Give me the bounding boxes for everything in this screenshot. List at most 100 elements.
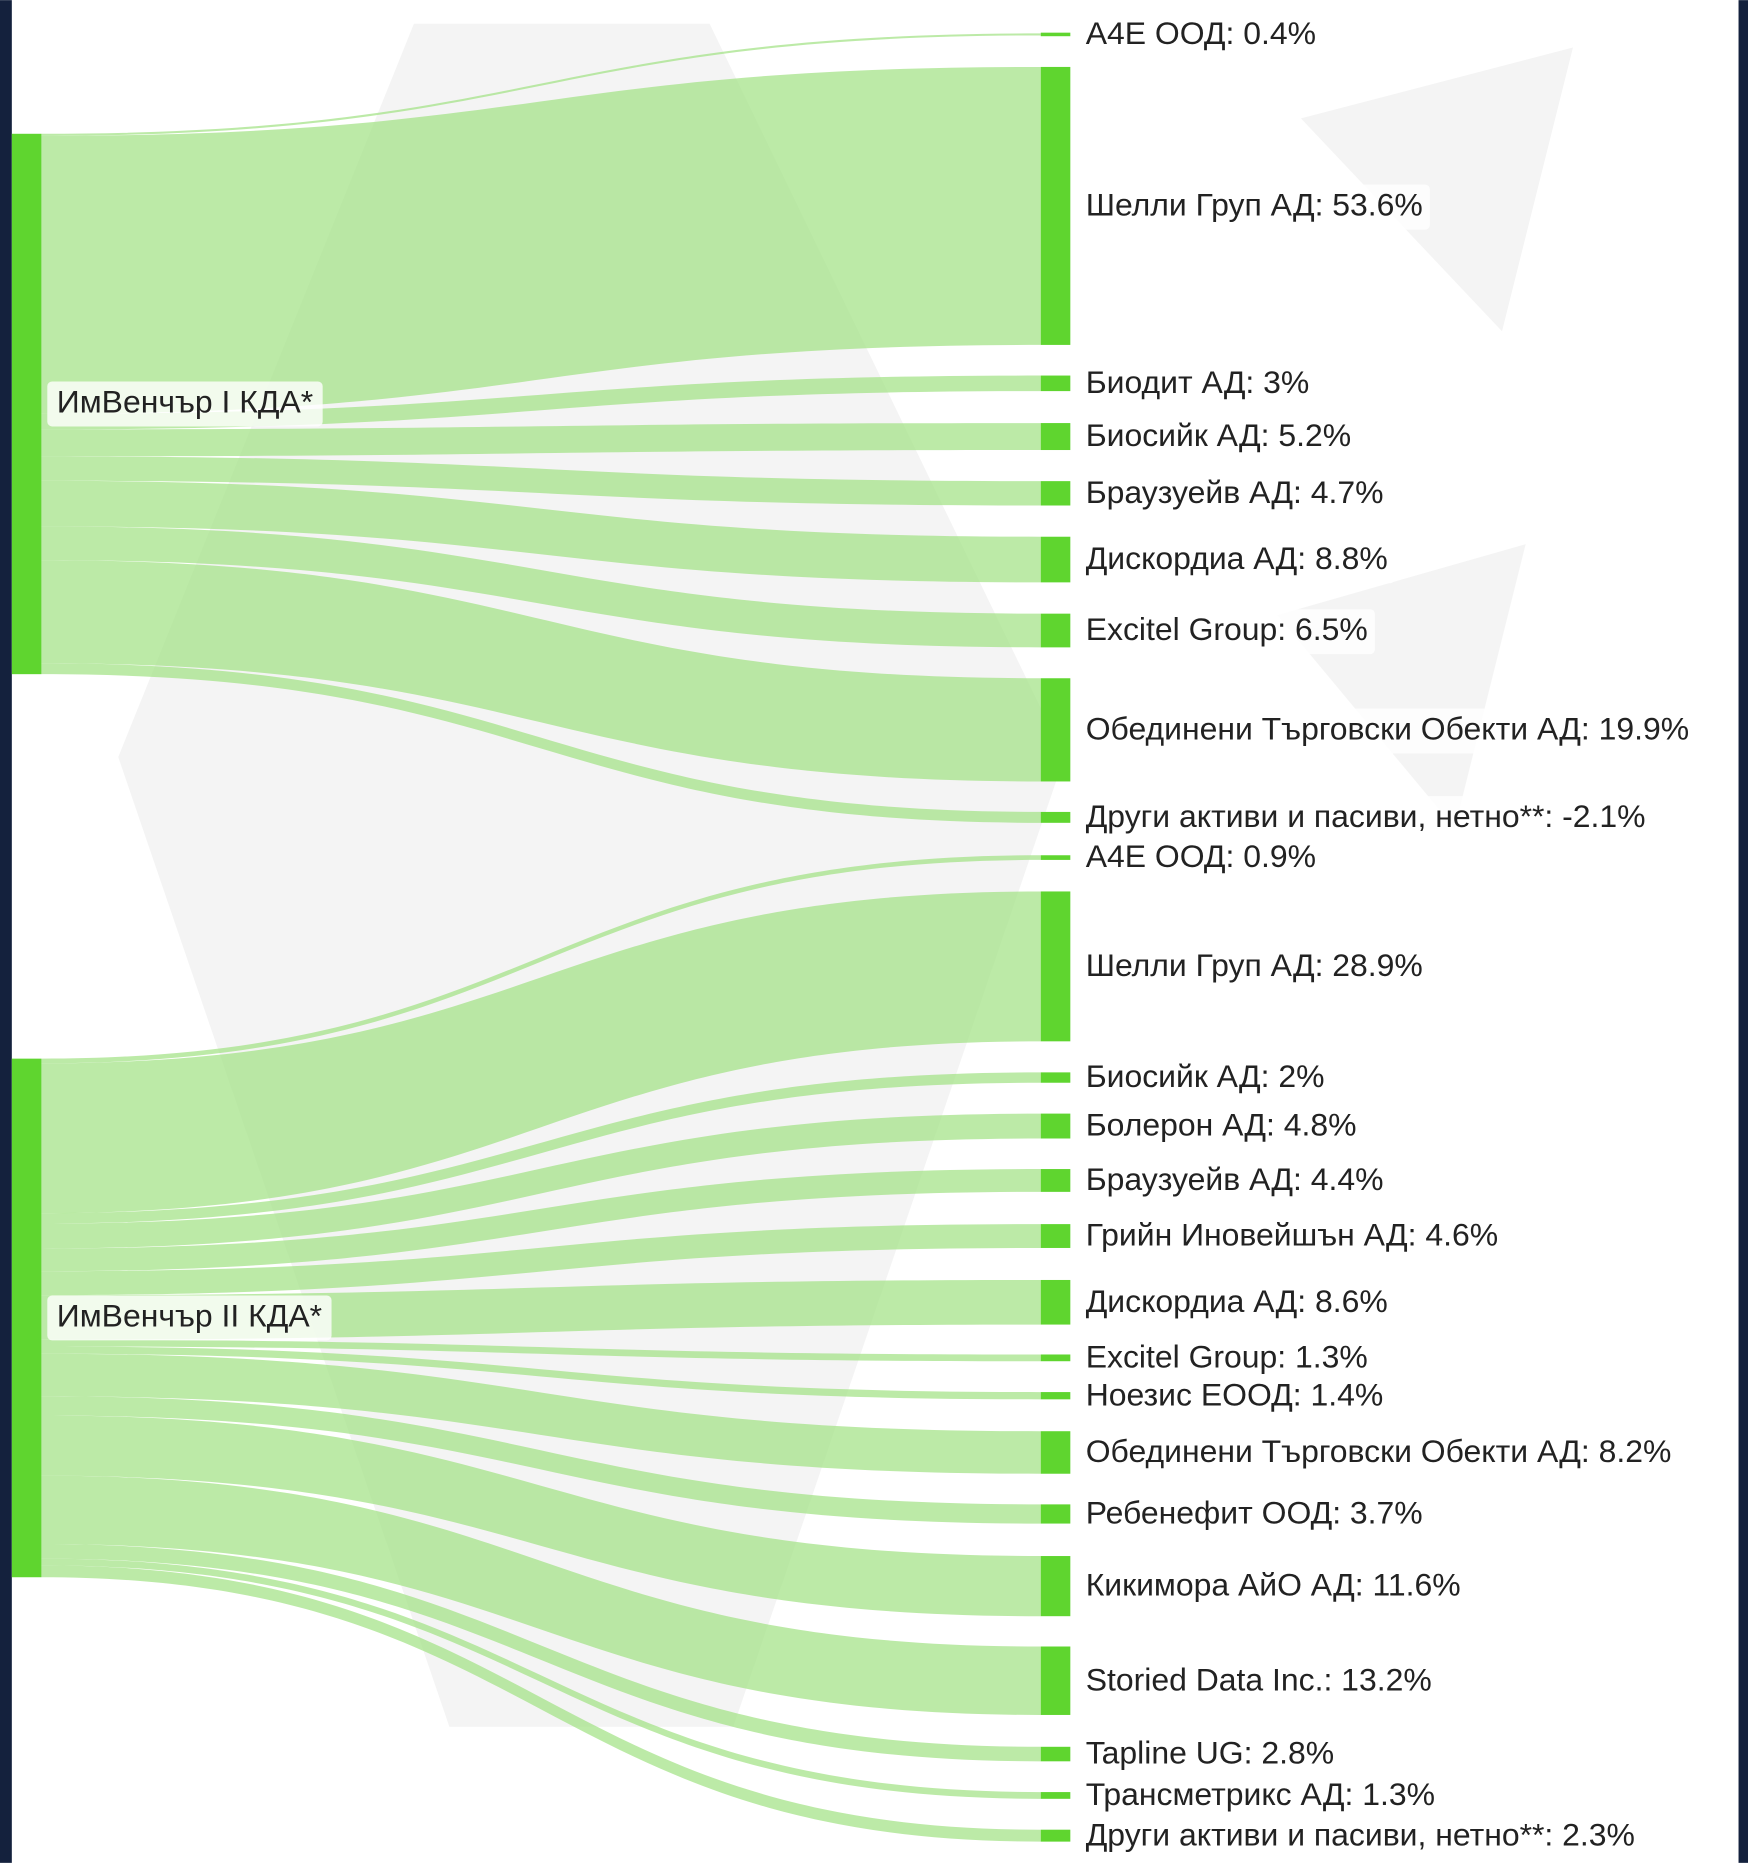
- label-background: [1078, 538, 1395, 584]
- label-background: [1078, 1056, 1332, 1102]
- target-label: Биосийк АД: 5.2%: [1086, 417, 1351, 453]
- target-label: Tapline UG: 2.8%: [1086, 1735, 1334, 1771]
- target-node: [1040, 481, 1071, 506]
- link: [41, 456, 1041, 506]
- target-label: Storied Data Inc.: 13.2%: [1086, 1661, 1432, 1697]
- target-node: [1040, 613, 1071, 648]
- target-label: Дискордиа АД: 8.6%: [1086, 1283, 1388, 1319]
- target-label: Грийн Иновейшън АД: 4.6%: [1086, 1217, 1498, 1253]
- link: [41, 1544, 1041, 1762]
- link: [41, 526, 1041, 648]
- label-background: [1078, 708, 1697, 754]
- link: [41, 1224, 1041, 1296]
- target-node: [1040, 1504, 1071, 1524]
- target-label: Обединени Търговски Обекти АД: 19.9%: [1086, 710, 1689, 746]
- link: [41, 1346, 1041, 1400]
- target-label: Биодит АД: 3%: [1086, 364, 1310, 400]
- link: [41, 1396, 1041, 1524]
- link: [41, 1169, 1041, 1272]
- label-background: [1078, 1431, 1679, 1477]
- target-label: Excitel Group: 6.5%: [1086, 611, 1368, 647]
- target-label: Шелли Груп АД: 28.9%: [1086, 947, 1423, 983]
- right-border: [1738, 0, 1748, 1863]
- target-label: Други активи и пасиви, нетно**: 2.3%: [1086, 1816, 1635, 1852]
- label-background: [1078, 1280, 1395, 1326]
- label-background: [1078, 415, 1359, 461]
- label-background: [1078, 362, 1317, 407]
- label-background: [1078, 1374, 1391, 1420]
- label-background: [1078, 1814, 1643, 1860]
- target-node: [1040, 1829, 1071, 1842]
- source-label: ИмВенчър I КДА*: [57, 383, 313, 419]
- target-label: Шелли Груп АД: 53.6%: [1086, 187, 1423, 223]
- target-label: Excitel Group: 1.3%: [1086, 1338, 1368, 1374]
- label-background: [1078, 1659, 1439, 1705]
- label-background: [1078, 1104, 1364, 1150]
- source-node: [11, 1058, 42, 1578]
- target-node: [1040, 423, 1071, 451]
- target-node: [1040, 891, 1071, 1042]
- link: [41, 1475, 1041, 1715]
- target-node: [1040, 375, 1071, 392]
- target-node: [1040, 1392, 1071, 1400]
- target-node: [1040, 1224, 1071, 1248]
- source-label: ИмВенчър II КДА*: [57, 1297, 322, 1333]
- target-node: [1040, 32, 1071, 37]
- label-background: [1078, 1564, 1468, 1610]
- label-background: [1078, 836, 1324, 882]
- label-background: [1078, 1732, 1342, 1778]
- target-node: [1040, 1556, 1071, 1617]
- label-background: [1078, 609, 1375, 655]
- link: [41, 1113, 1041, 1249]
- target-node: [1040, 1113, 1071, 1139]
- target-label: А4Е ООД: 0.4%: [1086, 15, 1316, 51]
- target-label: Трансметрикс АД: 1.3%: [1086, 1776, 1435, 1812]
- link: [41, 891, 1041, 1214]
- nodes: А4Е ООД: 0.4% Шелли Груп АД: 53.6% Биодит …: [11, 13, 1697, 1860]
- target-node: [1040, 536, 1071, 583]
- target-node: [1040, 1279, 1071, 1325]
- link: [41, 33, 1041, 136]
- label-background: [1078, 13, 1324, 59]
- label-background: [1078, 1336, 1375, 1382]
- target-label: Биосийк АД: 2%: [1086, 1058, 1325, 1094]
- target-label: Ребенефит ООД: 3.7%: [1086, 1495, 1423, 1531]
- link: [41, 66, 1041, 414]
- target-label: Браузуейв АД: 4.7%: [1086, 474, 1384, 510]
- label-background: [1078, 472, 1391, 517]
- label-background: [1078, 1159, 1391, 1205]
- link: [41, 1353, 1041, 1474]
- target-node: [1040, 66, 1071, 345]
- source-node: [11, 133, 42, 675]
- target-node: [1040, 1792, 1071, 1799]
- link: [41, 1558, 1041, 1799]
- target-node: [1040, 678, 1071, 782]
- watermark-arrow: [1300, 47, 1573, 332]
- link: [41, 560, 1041, 782]
- label-background: [1078, 1492, 1430, 1538]
- target-label: Други активи и пасиви, нетно**: -2.1%: [1086, 798, 1646, 834]
- link: [41, 855, 1041, 1064]
- label-background: [1078, 1214, 1506, 1260]
- target-node: [1040, 855, 1071, 860]
- target-node: [1040, 1072, 1071, 1083]
- target-label: Кикимора АйО АД: 11.6%: [1086, 1567, 1461, 1603]
- label-background: [47, 381, 323, 427]
- links: [41, 33, 1041, 1842]
- label-background: [1078, 796, 1653, 842]
- target-node: [1040, 1646, 1071, 1715]
- target-label: Ноезис ЕООД: 1.4%: [1086, 1376, 1384, 1412]
- target-label: Обединени Търговски Обекти АД: 8.2%: [1086, 1433, 1672, 1469]
- target-label: А4Е ООД: 0.9%: [1086, 838, 1316, 874]
- link: [41, 1415, 1041, 1617]
- link: [41, 1072, 1041, 1224]
- target-node: [1040, 1431, 1071, 1474]
- target-node: [1040, 811, 1071, 823]
- target-label: Браузуейв АД: 4.4%: [1086, 1161, 1384, 1197]
- label-background: [47, 1295, 332, 1341]
- target-node: [1040, 1746, 1071, 1762]
- label-background: [1078, 1774, 1443, 1820]
- label-background: [1078, 184, 1430, 230]
